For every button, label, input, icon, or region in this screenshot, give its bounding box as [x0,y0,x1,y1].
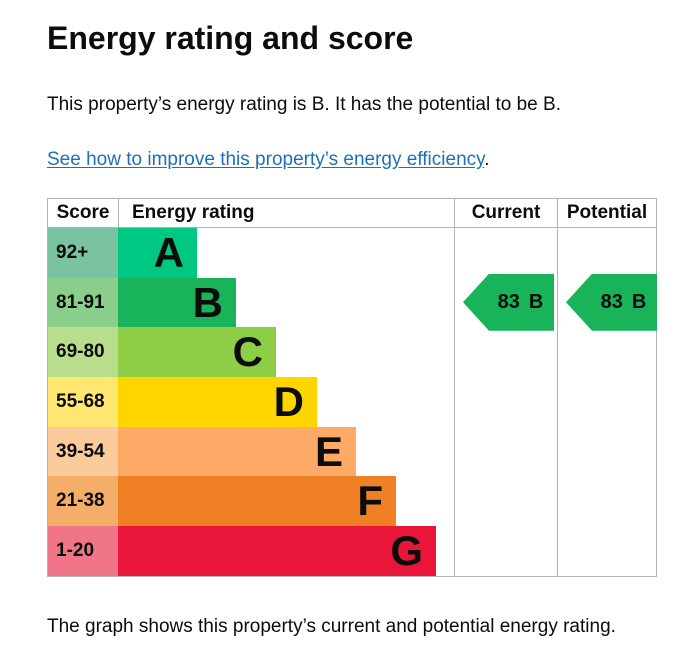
band-row-g: 1-20 G [48,526,656,576]
current-column-cell: 83 B [454,273,557,331]
rating-bar-c: C [118,327,276,378]
band-row-c: 69-80 C [48,327,656,378]
potential-column-cell [557,377,656,427]
chart-header-row: Score Energy rating Current Potential [48,199,656,228]
band-letter-f: F [357,477,383,525]
potential-column-cell [557,526,656,576]
potential-score-value: 83 [600,290,623,313]
bar-area-d: D [118,377,454,427]
band-letter-c: C [232,328,263,376]
current-rating-arrow: 83 B [463,273,554,331]
score-range-d: 55-68 [48,377,118,427]
column-header-energy-rating: Energy rating [118,199,454,227]
score-range-b: 81-91 [48,277,118,328]
potential-column-cell: 83 B [557,273,657,331]
score-range-e: 39-54 [48,426,118,477]
current-column-cell [454,526,557,576]
rating-bar-g: G [118,526,436,576]
rating-summary-text: This property’s energy rating is B. It h… [47,94,561,115]
bar-area-c: C [118,327,454,378]
improvement-link[interactable]: See how to improve this property’s energ… [47,149,485,170]
score-range-g: 1-20 [48,526,118,576]
potential-column-cell [557,476,656,527]
potential-band-letter: B [631,290,647,313]
potential-column-cell [557,228,656,278]
band-row-d: 55-68 D [48,377,656,427]
energy-rating-chart: Score Energy rating Current Potential 92… [47,198,657,577]
current-score-value: 83 [497,290,520,313]
current-column-cell [454,228,557,278]
band-row-a: 92+ A [48,228,656,278]
potential-column-cell [557,426,656,477]
rating-bar-f: F [118,476,396,527]
band-row-b: 81-91 B 83 B 83 B [48,273,657,331]
bar-area-g: G [118,526,454,576]
chart-caption: The graph shows this property’s current … [47,615,616,637]
column-header-current: Current [454,199,557,227]
rating-bar-a: A [118,228,197,278]
chart-body: 92+ A 81-91 B 83 [48,228,657,576]
current-column-cell [454,377,557,427]
column-header-potential: Potential [557,199,656,227]
band-row-e: 39-54 E [48,426,656,477]
score-range-f: 21-38 [48,476,118,527]
rating-bar-e: E [118,426,356,477]
bar-area-a: A [118,228,454,278]
column-header-score: Score [56,202,110,223]
current-column-cell [454,426,557,477]
band-letter-a: A [153,228,184,276]
improvement-link-period: . [484,149,490,170]
rating-bar-b: B [118,277,236,328]
rating-bar-d: D [118,377,317,427]
potential-column-cell [557,327,656,378]
bar-area-b: B [118,277,454,328]
page-title: Energy rating and score [47,20,414,56]
energy-rating-section: Energy rating and score This property’s … [47,18,657,639]
band-letter-b: B [192,278,223,326]
bar-area-e: E [118,426,454,477]
score-range-c: 69-80 [48,327,118,378]
band-letter-g: G [390,526,423,574]
current-column-cell [454,327,557,378]
band-row-f: 21-38 F [48,476,656,527]
improvement-link-line: See how to improve this property’s energ… [47,147,655,172]
bar-area-f: F [118,476,454,527]
band-letter-d: D [273,377,304,425]
band-letter-e: E [314,427,343,475]
score-range-a: 92+ [48,228,118,278]
current-column-cell [454,476,557,527]
current-band-letter: B [528,290,544,313]
potential-rating-arrow: 83 B [566,273,657,331]
